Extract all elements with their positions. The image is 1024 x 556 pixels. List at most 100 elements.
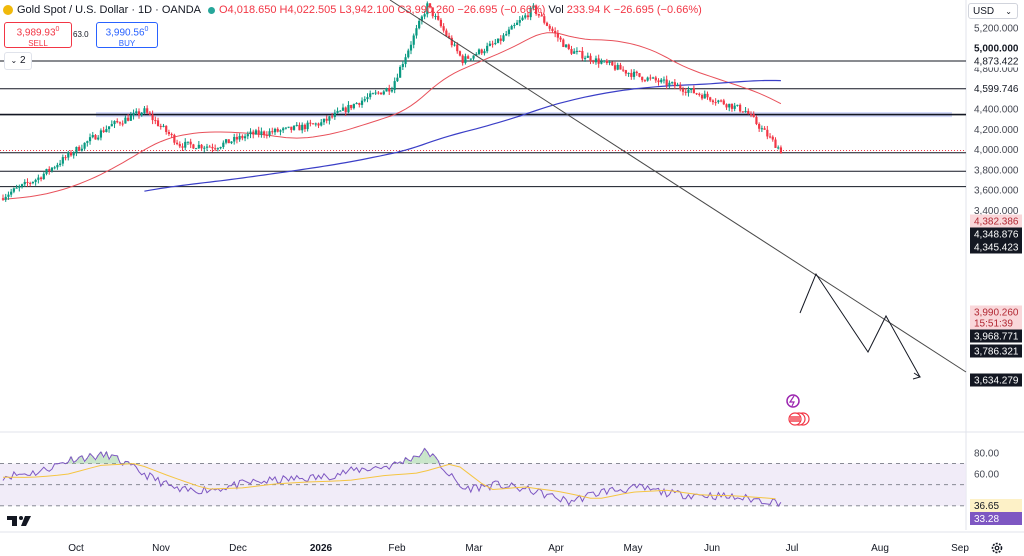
candle-body — [431, 7, 434, 17]
candle — [437, 12, 440, 21]
horizontal-levels — [0, 60, 966, 188]
candle-body — [709, 97, 712, 101]
candle — [695, 92, 698, 96]
candle — [110, 120, 113, 127]
buy-button[interactable]: 3,990.560 BUY — [96, 22, 158, 48]
candle-body — [725, 104, 728, 108]
candle — [246, 131, 249, 140]
candle-body — [61, 157, 64, 164]
rsi-ma-line — [2, 463, 776, 500]
candle-body — [331, 116, 334, 118]
candle-body — [771, 136, 774, 140]
candle — [752, 111, 755, 118]
gear-icon[interactable] — [990, 541, 1004, 555]
candle — [181, 143, 184, 151]
candle — [192, 143, 195, 149]
candle-body — [197, 144, 200, 149]
candle — [774, 137, 777, 148]
candle — [358, 102, 361, 108]
candle-body — [64, 157, 67, 159]
candle — [363, 96, 366, 103]
candle-body — [352, 104, 355, 109]
candle — [99, 128, 103, 141]
candle — [461, 54, 464, 66]
candle-body — [589, 55, 592, 62]
candle-body — [121, 123, 124, 125]
candle — [654, 75, 657, 83]
collapse-indicators-button[interactable]: ⌄ 2 — [4, 52, 32, 70]
rsi-fill-bar — [406, 459, 410, 464]
time-tick-label: Sep — [951, 543, 969, 554]
candle-body — [39, 177, 43, 180]
candle — [279, 129, 282, 136]
candle — [118, 121, 122, 126]
candle-body — [564, 44, 568, 47]
candle — [263, 130, 266, 139]
candle — [741, 111, 744, 113]
candle-body — [736, 104, 739, 106]
candle-body — [401, 64, 404, 67]
candle — [31, 181, 35, 185]
time-tick-label: Feb — [388, 543, 406, 554]
candle — [295, 122, 298, 127]
candle — [148, 111, 151, 116]
candle-body — [97, 137, 100, 140]
sell-label: SELL — [28, 39, 48, 49]
candle-body — [216, 148, 219, 150]
candle — [559, 36, 562, 43]
candle — [276, 127, 279, 133]
candle — [760, 125, 763, 133]
candle-body — [545, 22, 549, 26]
candle-body — [741, 111, 744, 113]
symbol-title[interactable]: Gold Spot / U.S. Dollar · 1D · OANDA — [17, 4, 201, 16]
candle-body — [554, 30, 557, 34]
candle — [45, 168, 48, 176]
candle-body — [426, 3, 429, 15]
rsi-fill-bar — [104, 451, 108, 464]
candle-body — [632, 71, 636, 77]
currency-selector[interactable]: USD ⌄ — [968, 3, 1018, 19]
candle-body — [333, 112, 336, 117]
candle — [445, 28, 448, 37]
candle — [687, 86, 690, 97]
candle-body — [502, 35, 505, 41]
sell-button[interactable]: 3,989.930 SELL — [4, 22, 72, 48]
candle — [660, 78, 663, 84]
rsi-ma-badge: 36.65 — [974, 501, 999, 512]
candle — [238, 133, 241, 142]
candle — [608, 60, 611, 66]
volume-value: 233.94 K — [566, 4, 611, 16]
candle-body — [627, 72, 630, 74]
candle — [692, 85, 695, 94]
candle-body — [733, 105, 736, 109]
candle — [611, 61, 614, 66]
candle-body — [42, 173, 45, 180]
countdown-badge-bg — [970, 316, 1022, 330]
candle — [646, 76, 649, 82]
candle — [186, 141, 190, 145]
candle — [521, 15, 524, 21]
rsi-badge: 33.28 — [974, 514, 999, 525]
candle-body — [379, 92, 383, 95]
level-badge-bg — [970, 329, 1022, 343]
candle — [665, 75, 668, 90]
candle — [129, 111, 132, 121]
candle — [265, 131, 268, 139]
us-flag-stripes-icon — [790, 416, 800, 422]
last-price-badge: 3,990.260 — [974, 308, 1019, 319]
rsi-fill-bar — [113, 455, 116, 464]
candle — [189, 138, 192, 149]
candle-body — [483, 51, 486, 54]
candle — [197, 140, 200, 149]
candle-body — [755, 117, 758, 125]
candle — [545, 21, 549, 27]
candle — [524, 13, 527, 20]
candle — [616, 62, 619, 71]
candle-body — [347, 104, 350, 113]
candle-body — [760, 128, 763, 130]
candle — [200, 144, 203, 152]
candle-body — [412, 35, 415, 45]
lightning-event-icon[interactable] — [786, 394, 800, 408]
candle — [578, 50, 581, 52]
